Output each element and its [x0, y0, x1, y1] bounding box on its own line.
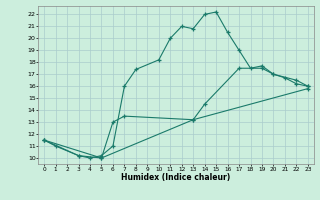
- X-axis label: Humidex (Indice chaleur): Humidex (Indice chaleur): [121, 173, 231, 182]
